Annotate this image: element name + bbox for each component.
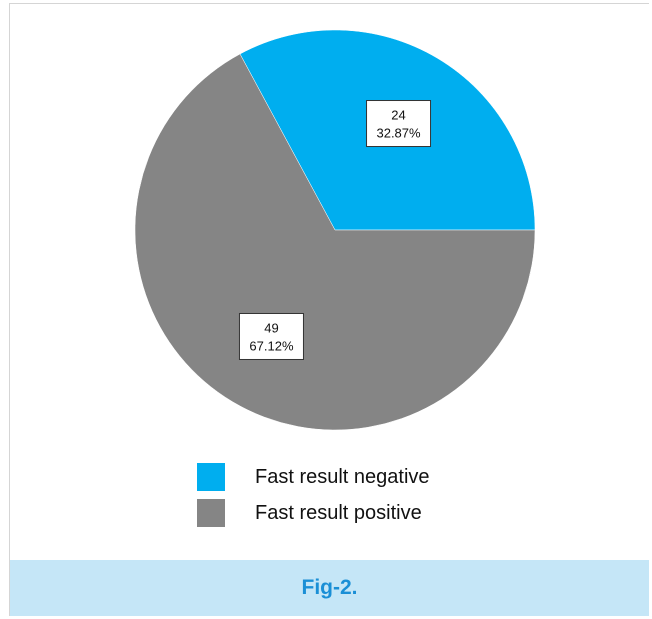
legend-item-positive: Fast result positive xyxy=(197,495,430,531)
figure-caption: Fig-2. xyxy=(301,576,358,599)
legend-label-positive: Fast result positive xyxy=(255,501,422,524)
legend-swatch-positive xyxy=(197,499,225,527)
slice-data-label: 49 67.12% xyxy=(238,312,304,360)
legend: Fast result negative Fast result positiv… xyxy=(197,459,430,531)
data-label-box xyxy=(238,312,304,360)
legend-item-negative: Fast result negative xyxy=(197,459,430,495)
pie-chart: 24 32.87% 49 67.12% xyxy=(134,29,536,431)
slice-data-label: 24 32.87% xyxy=(366,100,432,148)
data-label-count: 49 xyxy=(264,320,278,335)
data-label-count: 24 xyxy=(391,108,405,123)
caption-bar: Fig-2. xyxy=(10,560,649,616)
figure-panel: 24 32.87% 49 67.12% Fast result negative Fa… xyxy=(9,3,649,616)
pie-slice xyxy=(134,53,536,431)
legend-label-negative: Fast result negative xyxy=(255,465,430,488)
legend-swatch-negative xyxy=(197,463,225,491)
data-label-percent: 32.87% xyxy=(376,126,421,141)
data-label-percent: 67.12% xyxy=(249,338,294,353)
data-label-box xyxy=(366,100,432,148)
